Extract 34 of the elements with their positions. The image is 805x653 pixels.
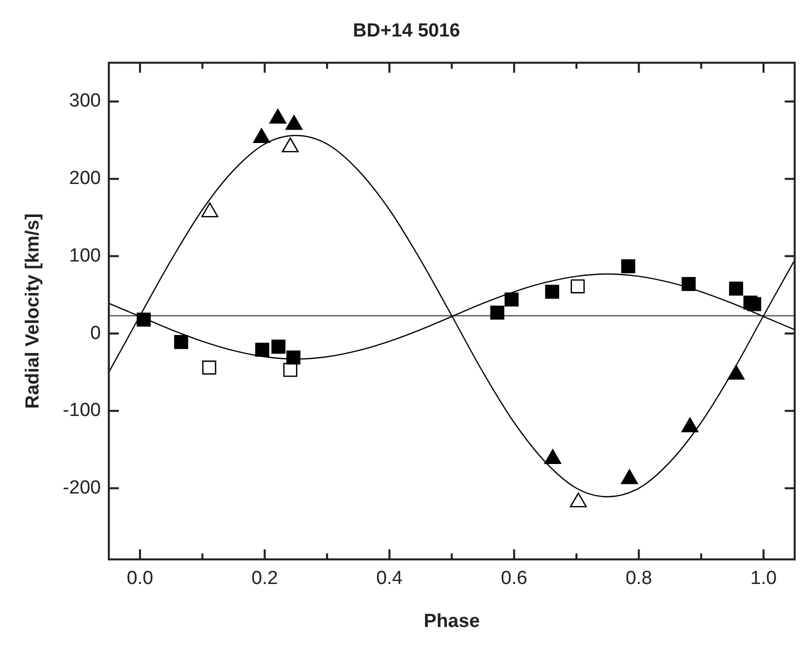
chart-title: BD+14 5016 [352,20,460,42]
y-tick-label: -200 [62,477,101,498]
y-tick-label: 300 [69,90,101,112]
y-tick-label: 200 [69,168,101,190]
y-tick-label: -100 [62,400,101,422]
point [729,282,744,296]
x-tick-label: 0.2 [251,568,278,590]
x-tick-label: 1.0 [750,568,777,590]
x-tick-label: 0.0 [126,568,154,590]
point [621,259,636,274]
x-axis-title: Phase [424,610,480,632]
x-tick-label: 0.4 [376,568,404,590]
point [682,277,696,292]
y-tick-label: 0 [90,322,101,344]
point [253,128,270,143]
point [747,297,762,312]
point [255,342,270,357]
y-tick-label: 100 [69,245,101,266]
point [286,350,300,365]
point [201,202,218,218]
point [545,284,560,299]
point [282,137,299,152]
point [504,292,519,307]
point [490,306,504,320]
x-tick-label: 0.6 [500,568,528,590]
point [271,340,286,354]
point [570,279,585,294]
x-tick-label: 0.8 [626,568,652,590]
point [174,335,188,350]
y-axis-title: Radial Velocity [km/s] [22,213,44,409]
point [286,115,302,130]
point [283,362,298,377]
point [269,108,286,124]
point [202,360,216,375]
